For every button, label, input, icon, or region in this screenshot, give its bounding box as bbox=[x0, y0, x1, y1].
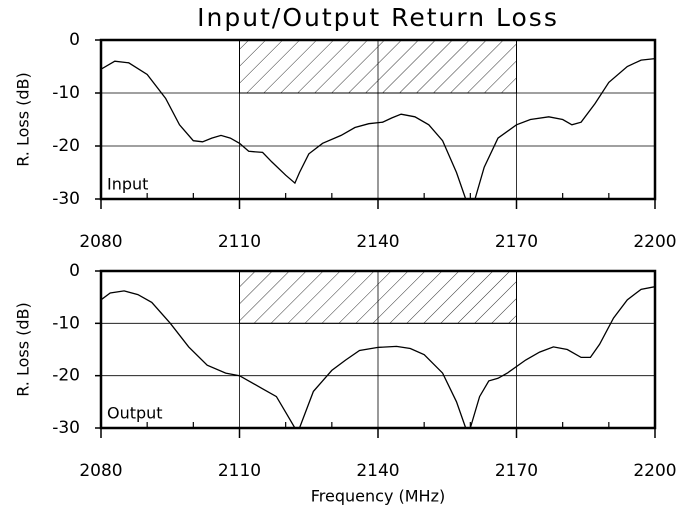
x-tick-label: 2080 bbox=[79, 461, 122, 481]
plot-frame bbox=[99, 269, 657, 430]
x-tick-label: 2080 bbox=[79, 232, 122, 252]
y-tick-label: 0 bbox=[69, 30, 80, 50]
x-tick-label: 2140 bbox=[356, 232, 399, 252]
x-tick-label: 2110 bbox=[218, 232, 261, 252]
panel-annotation: Input bbox=[107, 175, 148, 194]
data-line bbox=[101, 286, 655, 428]
y-tick-label: -10 bbox=[52, 83, 80, 103]
y-tick-label: -30 bbox=[52, 189, 80, 209]
y-tick-label: -20 bbox=[52, 136, 80, 156]
plot-frame bbox=[99, 38, 657, 201]
y-axis-label: R. Loss (dB) bbox=[14, 72, 33, 167]
y-axis-label: R. Loss (dB) bbox=[14, 302, 33, 397]
y-tick-label: -10 bbox=[52, 313, 80, 333]
panel-annotation: Output bbox=[107, 404, 163, 423]
x-tick-label: 2170 bbox=[495, 461, 538, 481]
x-axis-label: Frequency (MHz) bbox=[311, 487, 445, 506]
x-tick-label: 2200 bbox=[633, 461, 676, 481]
x-tick-label: 2200 bbox=[633, 232, 676, 252]
y-tick-label: -30 bbox=[52, 418, 80, 438]
x-tick-label: 2140 bbox=[356, 461, 399, 481]
chart-title: Input/Output Return Loss bbox=[197, 3, 559, 32]
y-tick-label: 0 bbox=[69, 261, 80, 281]
x-tick-label: 2170 bbox=[495, 232, 538, 252]
x-tick-label: 2110 bbox=[218, 461, 261, 481]
y-tick-label: -20 bbox=[52, 366, 80, 386]
data-line bbox=[101, 57, 655, 199]
